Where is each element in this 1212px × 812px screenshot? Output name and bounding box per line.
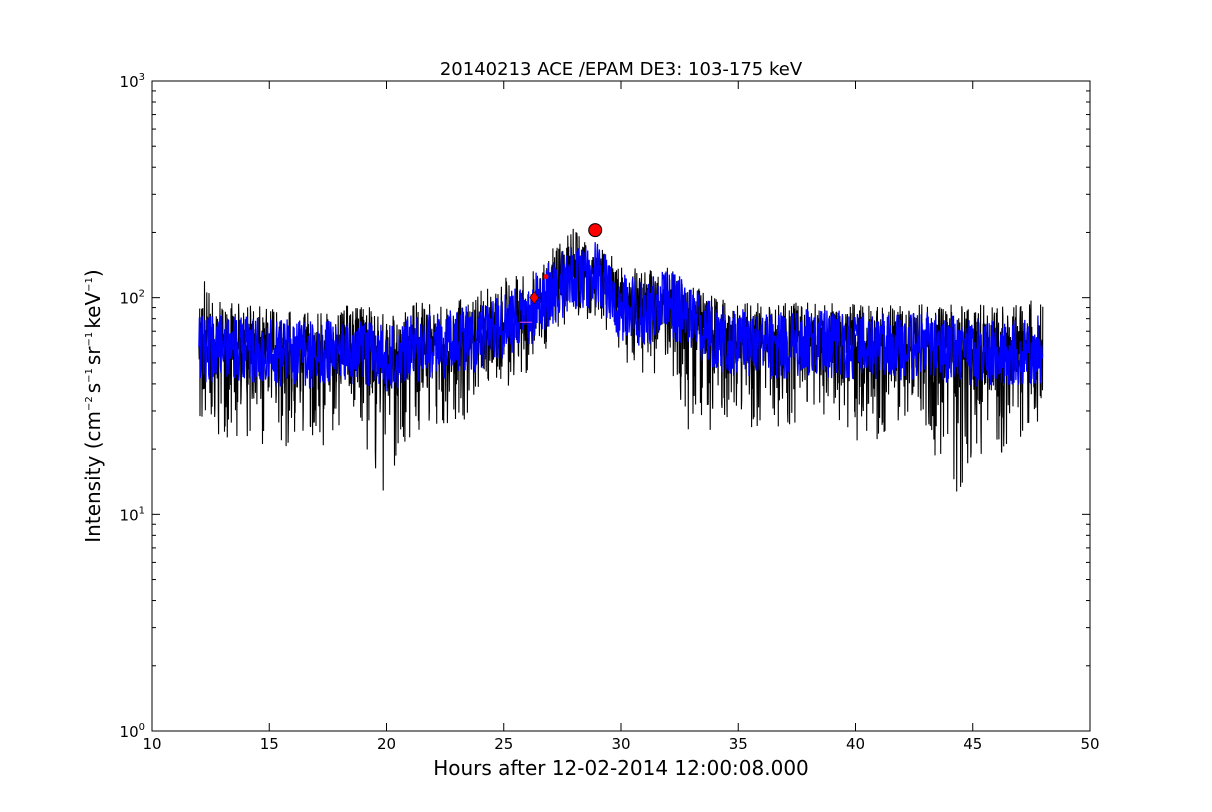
y-axis-label: Intensity (cm−2s−1sr−1keV−1) bbox=[81, 269, 105, 542]
event-markers bbox=[520, 223, 603, 323]
x-tick-label: 40 bbox=[846, 735, 865, 753]
x-tick-label: 10 bbox=[142, 735, 161, 753]
y-tick-label: 101 bbox=[120, 505, 145, 524]
plot-frame bbox=[151, 80, 1091, 732]
x-tick-label: 45 bbox=[963, 735, 982, 753]
x-tick-label: 30 bbox=[611, 735, 630, 753]
chart-title: 20140213 ACE /EPAM DE3: 103-175 keV bbox=[440, 59, 803, 80]
y-tick-label: 100 bbox=[120, 722, 145, 741]
x-tick-label: 25 bbox=[494, 735, 513, 753]
axis-ticks: 10 15 20 25 30 35 40 45 50 100 101 102 103 bbox=[120, 72, 1100, 753]
x-tick-label: 35 bbox=[729, 735, 748, 753]
onset-marker bbox=[529, 291, 540, 305]
plot-data bbox=[198, 228, 1044, 492]
point-marker bbox=[543, 274, 549, 280]
series-blue-line bbox=[198, 242, 1044, 392]
x-tick-label: 20 bbox=[377, 735, 396, 753]
x-axis-label: Hours after 12-02-2014 12:00:08.000 bbox=[433, 756, 809, 780]
peak-marker bbox=[588, 223, 603, 238]
y-tick-label: 102 bbox=[120, 289, 145, 308]
x-tick-label: 50 bbox=[1080, 735, 1099, 753]
x-tick-label: 15 bbox=[260, 735, 279, 753]
y-tick-label: 103 bbox=[120, 72, 145, 91]
